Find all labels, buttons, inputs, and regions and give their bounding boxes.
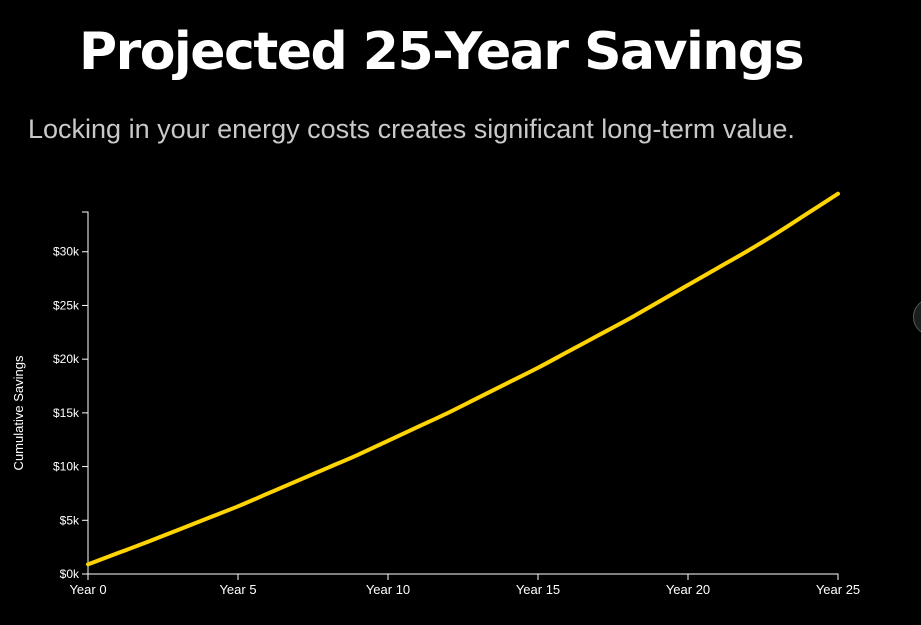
x-tick-label: Year 20	[666, 582, 710, 597]
x-tick-label: Year 0	[69, 582, 106, 597]
y-tick-label: $30k	[53, 245, 80, 259]
page-subtitle: Locking in your energy costs creates sig…	[28, 114, 795, 144]
y-tick-label: $10k	[53, 460, 80, 474]
y-axis: $0k $5k $10k $15k $20k $25k $30k	[53, 211, 89, 581]
y-tick-label: $0k	[60, 567, 80, 581]
x-tick-label: Year 15	[516, 582, 560, 597]
x-tick-label: Year 10	[366, 582, 410, 597]
x-axis: Year 0 Year 5 Year 10 Year 15 Year 20 Year 25	[69, 573, 860, 597]
series-group	[86, 191, 840, 567]
x-tick-label: Year 25	[816, 582, 860, 597]
y-axis-label: Cumulative Savings	[11, 355, 26, 470]
x-tick-label: Year 5	[219, 582, 256, 597]
y-axis-line	[82, 211, 89, 575]
x-axis-line	[87, 573, 839, 580]
y-tick-label: $25k	[53, 298, 80, 312]
y-tick-label: $15k	[53, 406, 80, 420]
page-title: Projected 25-Year Savings	[78, 22, 805, 82]
y-tick-label: $20k	[53, 352, 80, 366]
y-tick-label: $5k	[60, 513, 80, 527]
savings-series-line	[86, 191, 840, 567]
